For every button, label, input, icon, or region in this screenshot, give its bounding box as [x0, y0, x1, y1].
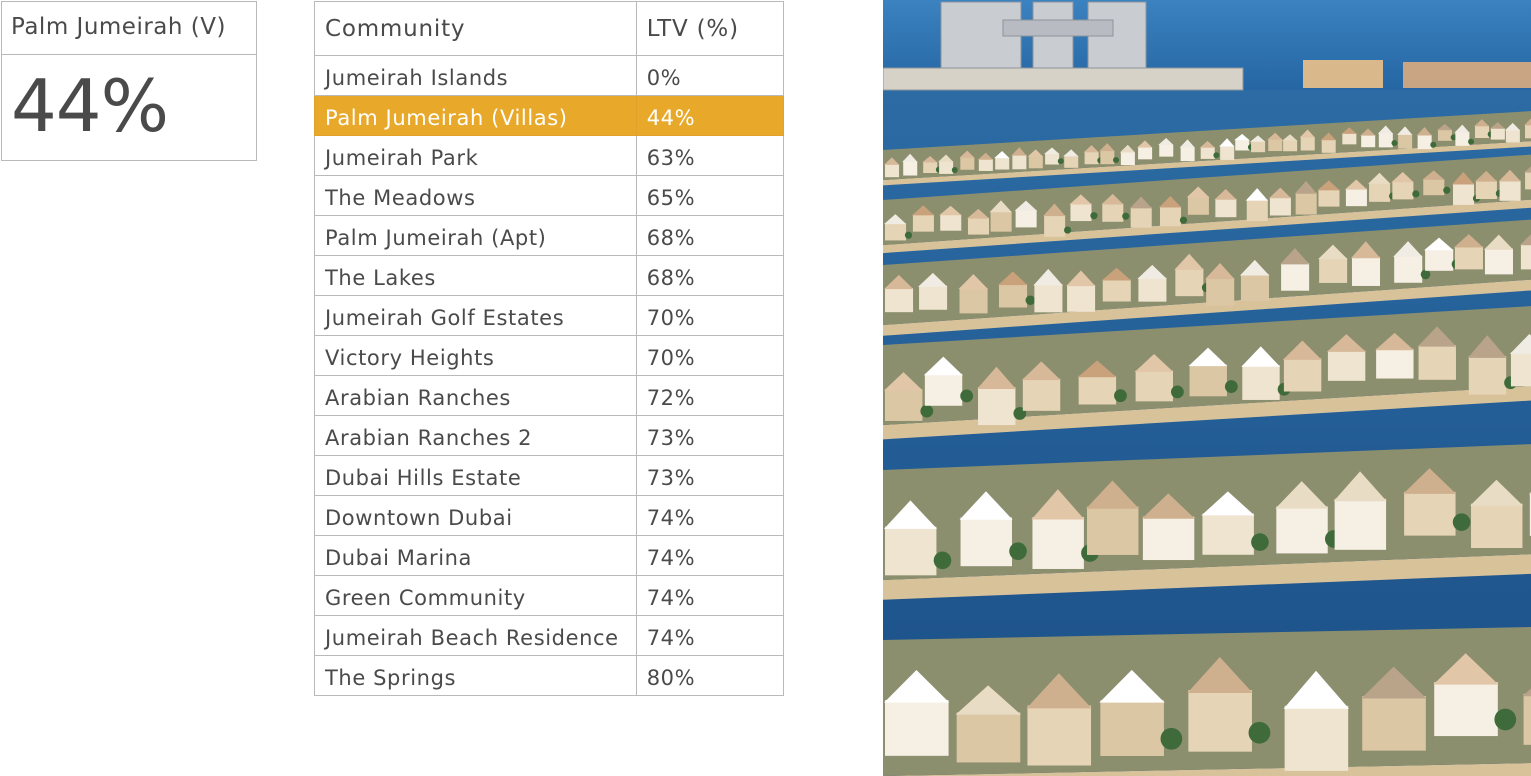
ltv-cell: 63% [635, 135, 785, 176]
table-row[interactable]: The Springs 80% [314, 655, 785, 696]
table-row[interactable]: Victory Heights 70% [314, 335, 785, 376]
table-row[interactable]: Downtown Dubai 74% [314, 495, 785, 536]
community-cell: Arabian Ranches 2 [314, 415, 637, 456]
community-cell: The Lakes [314, 255, 637, 296]
selected-community-card: Palm Jumeirah (V) 44% [1, 1, 257, 161]
table-row[interactable]: Arabian Ranches 72% [314, 375, 785, 416]
community-cell: Dubai Hills Estate [314, 455, 637, 496]
community-cell: Jumeirah Islands [314, 55, 637, 96]
card-title: Palm Jumeirah (V) [2, 2, 256, 55]
table-body: Jumeirah Islands 0% Palm Jumeirah (Villas)… [314, 55, 785, 696]
table-row[interactable]: Green Community 74% [314, 575, 785, 616]
ltv-cell: 68% [635, 255, 785, 296]
ltv-cell: 74% [635, 575, 785, 616]
table-row[interactable]: Arabian Ranches 2 73% [314, 415, 785, 456]
column-header-community[interactable]: Community [314, 1, 637, 56]
column-header-ltv[interactable]: LTV (%) [635, 1, 785, 56]
community-cell: Victory Heights [314, 335, 637, 376]
community-cell: Jumeirah Park [314, 135, 637, 176]
ltv-cell: 73% [635, 415, 785, 456]
table-row[interactable]: Dubai Hills Estate 73% [314, 455, 785, 496]
palm-jumeirah-aerial-photo [883, 0, 1531, 776]
community-cell: Jumeirah Golf Estates [314, 295, 637, 336]
community-cell: The Meadows [314, 175, 637, 216]
table-row[interactable]: Jumeirah Islands 0% [314, 55, 785, 96]
ltv-table: Community LTV (%) Jumeirah Islands 0% Palm… [314, 1, 785, 696]
ltv-cell: 73% [635, 455, 785, 496]
ltv-cell: 74% [635, 615, 785, 656]
table-row[interactable]: Palm Jumeirah (Apt) 68% [314, 215, 785, 256]
ltv-cell: 70% [635, 335, 785, 376]
ltv-cell: 74% [635, 495, 785, 536]
community-cell: Green Community [314, 575, 637, 616]
table-row[interactable]: Jumeirah Beach Residence 74% [314, 615, 785, 656]
card-ltv-value: 44% [11, 64, 169, 148]
community-cell: Palm Jumeirah (Apt) [314, 215, 637, 256]
community-cell: Dubai Marina [314, 535, 637, 576]
ltv-cell: 74% [635, 535, 785, 576]
community-cell: Jumeirah Beach Residence [314, 615, 637, 656]
table-row[interactable]: Jumeirah Park 63% [314, 135, 785, 176]
ltv-cell: 72% [635, 375, 785, 416]
ltv-cell: 65% [635, 175, 785, 216]
table-row[interactable]: Jumeirah Golf Estates 70% [314, 295, 785, 336]
community-cell: Arabian Ranches [314, 375, 637, 416]
community-cell: Palm Jumeirah (Villas) [314, 95, 637, 136]
ltv-cell: 80% [635, 655, 785, 696]
table-row[interactable]: The Meadows 65% [314, 175, 785, 216]
community-cell: Downtown Dubai [314, 495, 637, 536]
table-row[interactable]: Dubai Marina 74% [314, 535, 785, 576]
table-row[interactable]: The Lakes 68% [314, 255, 785, 296]
table-row[interactable]: Palm Jumeirah (Villas) 44% [314, 95, 785, 136]
ltv-cell: 68% [635, 215, 785, 256]
ltv-cell: 0% [635, 55, 785, 96]
community-cell: The Springs [314, 655, 637, 696]
table-header-row: Community LTV (%) [314, 1, 785, 56]
ltv-cell: 70% [635, 295, 785, 336]
ltv-cell: 44% [635, 95, 785, 136]
